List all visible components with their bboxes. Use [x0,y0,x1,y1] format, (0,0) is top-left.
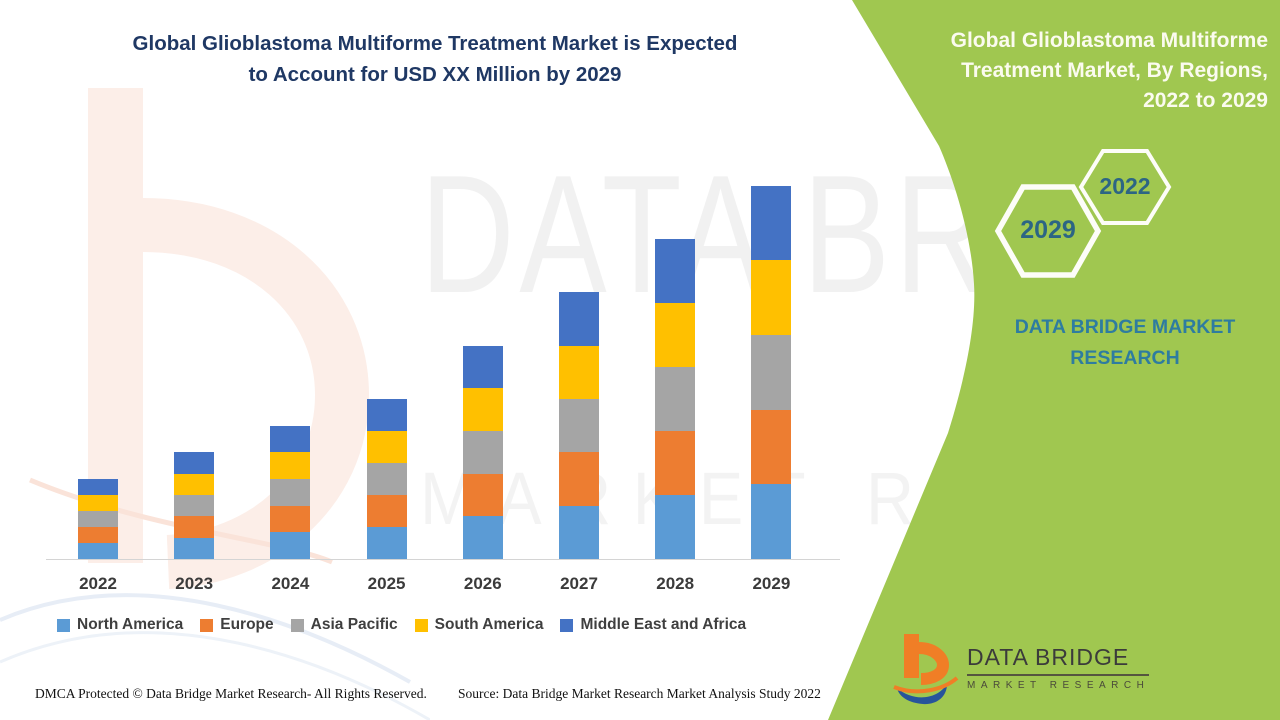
legend-label: South America [434,616,544,633]
bar-segment [462,388,503,432]
bar-segment [270,452,311,480]
bar-segment [655,431,696,496]
x-axis-label: 2029 [752,574,791,593]
bar-segment [751,409,792,485]
legend-swatch [290,618,304,632]
bar-segment [655,239,696,304]
legend-swatch [57,618,70,632]
dmca-copyright-text: DMCA Protected © Data Bridge Market Rese… [35,686,427,701]
logo-subtitle-text: MARKET RESEARCH [967,680,1150,691]
x-axis-label: 2022 [79,574,117,593]
bar-segment [751,185,792,261]
brand-wordmark-line1: DATA BRIDGE MARKET [1014,316,1236,338]
x-axis-label: 2027 [560,574,598,593]
bar-2023 [174,452,215,559]
x-axis-label: 2025 [367,574,406,593]
bar-segment [655,495,696,559]
bar-segment [78,511,118,528]
page-title-line1: Global Glioblastoma Multiforme Treatment… [132,32,738,55]
bar-segment [78,479,118,496]
bar-segment [270,505,311,533]
page-title-line2: to Account for USD XX Million by 2029 [248,63,622,86]
bar-segment [559,345,599,400]
side-panel-title-line3: 2022 to 2029 [1143,89,1268,112]
bar-segment [174,473,215,496]
bar-segment [655,367,696,432]
side-panel-title-line1: Global Glioblastoma Multiforme [950,29,1268,52]
brand-wordmark-line2: RESEARCH [1070,347,1180,369]
x-axis-label: 2026 [463,574,502,593]
hexagon-2029-label: 2029 [1020,216,1076,244]
bar-2024 [270,425,311,559]
bar-segment [270,425,311,453]
legend-swatch [560,618,574,632]
bar-segment [366,463,407,496]
bar-segment [78,495,118,512]
bar-segment [559,505,599,559]
bar-segment [366,527,407,559]
stacked-bar-chart [46,179,840,560]
legend-label: Asia Pacific [310,616,398,633]
x-axis-label: 2028 [656,574,695,593]
legend-item: Middle East and Africa [560,616,746,634]
legend-item: North America [57,616,183,634]
bar-segment [462,516,503,559]
page-title: Global Glioblastoma Multiforme Treatment… [70,28,800,90]
bar-segment [751,335,792,410]
bar-segment [655,303,696,368]
legend-label: North America [77,616,184,633]
bar-segment [366,431,407,464]
logo-name-text: DATA BRIDGE [967,644,1150,676]
legend-item: Europe [200,616,274,634]
bar-segment [462,431,503,474]
bar-segment [366,399,407,432]
bar-2029 [751,185,792,559]
bar-segment [78,527,118,544]
bar-segment [559,399,599,453]
bar-2022 [78,479,118,559]
legend-item: South America [414,616,544,634]
bar-segment [174,516,215,538]
bar-2028 [655,239,696,559]
x-axis-label: 2024 [271,574,310,593]
data-bridge-logo: DATA BRIDGE MARKET RESEARCH [893,632,1150,706]
data-bridge-logo-text: DATA BRIDGE MARKET RESEARCH [967,644,1150,691]
bar-segment [270,479,311,506]
hexagon-2022-label: 2022 [1099,173,1151,199]
bar-segment [751,260,792,336]
side-panel-title: Global Glioblastoma Multiforme Treatment… [848,26,1268,116]
x-axis-labels: 2022 2023 2024 2025 2026 2027 2028 2029 [0,574,860,598]
legend-swatch [200,618,214,632]
x-axis-label: 2023 [175,574,214,593]
legend-label: Europe [220,616,274,633]
bar-segment [270,532,311,559]
bar-segment [366,495,407,528]
source-text: Source: Data Bridge Market Research Mark… [458,686,821,701]
bar-segment [559,292,599,346]
chart-legend: North America Europe Asia Pacific South Ame… [57,616,857,634]
bar-segment [174,452,215,474]
bar-segment [462,473,503,517]
bar-segment [751,484,792,559]
legend-swatch [414,618,428,632]
data-bridge-logo-icon [893,634,959,705]
hexagon-2022-outline [1078,149,1172,225]
bar-segment [174,495,215,517]
bar-2025 [366,399,407,559]
bar-2027 [559,292,599,559]
bar-2026 [462,345,503,559]
hexagon-2029-outline [994,184,1102,278]
bar-segment [78,543,118,559]
bar-segment [174,537,215,559]
legend-label: Middle East and Africa [580,616,747,633]
brand-wordmark: DATA BRIDGE MARKET RESEARCH [975,312,1275,374]
bar-segment [559,452,599,506]
legend-item: Asia Pacific [290,616,398,634]
bar-segment [462,345,503,389]
side-panel-title-line2: Treatment Market, By Regions, [961,59,1268,82]
